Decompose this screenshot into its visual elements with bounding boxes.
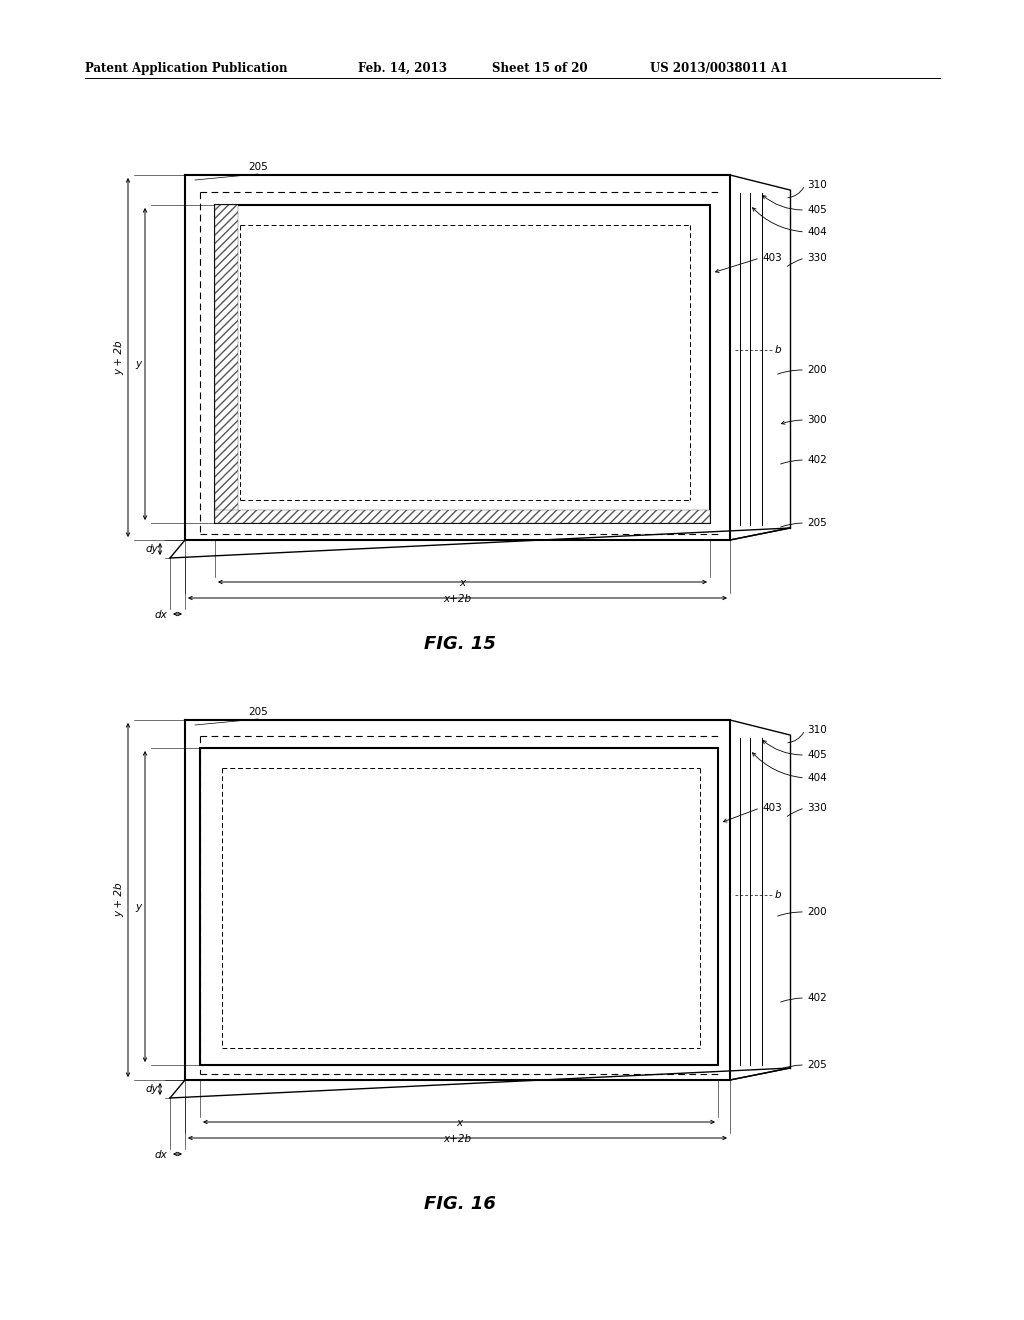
Text: 200: 200 [807,907,826,917]
Text: dx: dx [155,610,167,620]
Text: 402: 402 [807,455,826,465]
Text: x+2b: x+2b [443,594,472,605]
Text: 310: 310 [807,180,826,190]
Text: 404: 404 [807,774,826,783]
Bar [215,205,710,523]
Bar [215,205,238,523]
Text: dx: dx [155,1150,167,1160]
Text: 405: 405 [807,750,826,760]
Text: y + 2b: y + 2b [114,883,124,917]
Text: FIG. 16: FIG. 16 [424,1195,496,1213]
Text: 403: 403 [762,253,781,263]
Text: 205: 205 [807,1060,826,1071]
Text: dy: dy [145,1084,158,1094]
Text: y + 2b: y + 2b [114,341,124,375]
Text: 205: 205 [248,708,267,717]
Text: y: y [135,902,141,912]
Text: y: y [135,359,141,370]
Text: Patent Application Publication: Patent Application Publication [85,62,288,75]
Text: b: b [775,890,781,900]
Bar [215,510,710,523]
Text: 403: 403 [762,803,781,813]
Text: 330: 330 [807,803,826,813]
Text: Feb. 14, 2013: Feb. 14, 2013 [358,62,447,75]
Text: 310: 310 [807,725,826,735]
Text: x: x [460,578,466,587]
Text: 404: 404 [807,227,826,238]
Text: 200: 200 [807,366,826,375]
Bar [200,748,718,1065]
Text: 405: 405 [807,205,826,215]
Text: 205: 205 [807,517,826,528]
Text: Sheet 15 of 20: Sheet 15 of 20 [492,62,588,75]
Text: 205: 205 [248,162,267,172]
Text: 330: 330 [807,253,826,263]
Text: b: b [775,345,781,355]
Text: FIG. 15: FIG. 15 [424,635,496,653]
Text: 402: 402 [807,993,826,1003]
Text: x+2b: x+2b [443,1134,472,1144]
Text: x: x [456,1118,462,1129]
Text: dy: dy [145,544,158,554]
Text: 300: 300 [807,414,826,425]
Text: US 2013/0038011 A1: US 2013/0038011 A1 [650,62,788,75]
